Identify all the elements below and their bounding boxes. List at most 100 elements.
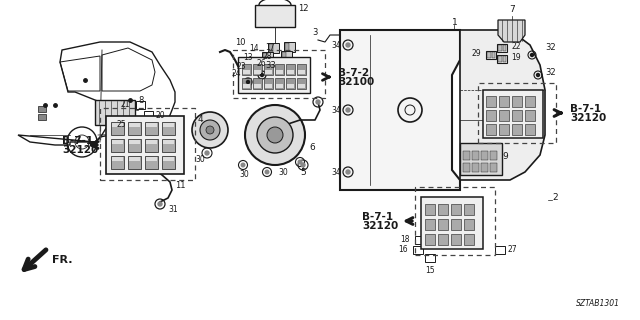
- Text: 32100: 32100: [338, 77, 374, 87]
- Polygon shape: [498, 20, 525, 42]
- Circle shape: [301, 163, 305, 167]
- Bar: [413, 246, 423, 254]
- Bar: [242, 78, 251, 89]
- Circle shape: [316, 100, 320, 104]
- Text: 26: 26: [257, 59, 266, 68]
- Circle shape: [346, 170, 350, 174]
- Bar: [486, 96, 496, 107]
- Bar: [425, 204, 435, 215]
- Bar: [498, 56, 502, 62]
- Bar: [490, 163, 497, 172]
- Bar: [111, 156, 124, 169]
- Bar: [525, 110, 535, 121]
- Bar: [481, 163, 488, 172]
- Text: 4: 4: [197, 115, 203, 124]
- Text: 32120: 32120: [570, 113, 606, 123]
- Bar: [275, 58, 285, 68]
- Bar: [255, 62, 260, 70]
- Circle shape: [246, 81, 250, 84]
- Text: 11: 11: [175, 180, 186, 189]
- Text: 30: 30: [239, 170, 249, 179]
- Bar: [112, 123, 123, 127]
- Bar: [495, 246, 505, 254]
- Bar: [265, 70, 272, 74]
- Text: 17: 17: [266, 43, 275, 52]
- Text: B-7-1: B-7-1: [62, 136, 93, 146]
- Bar: [145, 156, 158, 169]
- Bar: [163, 157, 174, 161]
- Bar: [451, 219, 461, 230]
- Bar: [415, 236, 425, 244]
- Text: 7: 7: [509, 5, 515, 14]
- Text: 16: 16: [398, 245, 408, 254]
- Bar: [253, 78, 262, 89]
- Bar: [275, 64, 284, 75]
- Bar: [111, 122, 124, 135]
- Bar: [262, 53, 267, 61]
- Text: 2: 2: [552, 193, 558, 202]
- Bar: [275, 78, 284, 89]
- Bar: [460, 143, 502, 175]
- Circle shape: [200, 120, 220, 140]
- Circle shape: [241, 163, 245, 167]
- Bar: [255, 5, 295, 27]
- Text: 25: 25: [116, 119, 126, 129]
- Bar: [486, 51, 496, 59]
- Bar: [286, 78, 295, 89]
- Bar: [472, 163, 479, 172]
- Text: B-7-1: B-7-1: [570, 104, 601, 114]
- Bar: [100, 108, 195, 180]
- Bar: [38, 106, 46, 112]
- Bar: [275, 59, 280, 67]
- Bar: [243, 84, 250, 88]
- Circle shape: [158, 202, 162, 206]
- Circle shape: [257, 117, 293, 153]
- Bar: [425, 234, 435, 245]
- Circle shape: [346, 108, 350, 112]
- Bar: [254, 84, 261, 88]
- Bar: [112, 140, 123, 144]
- Circle shape: [205, 151, 209, 155]
- Bar: [269, 44, 273, 52]
- Text: 30: 30: [278, 168, 288, 177]
- Bar: [287, 84, 294, 88]
- Bar: [478, 83, 556, 143]
- Circle shape: [245, 105, 305, 165]
- Text: 24: 24: [232, 68, 241, 77]
- Text: SZTAB1301: SZTAB1301: [576, 299, 620, 308]
- Bar: [143, 111, 152, 119]
- Bar: [276, 84, 283, 88]
- Bar: [481, 151, 488, 160]
- Circle shape: [536, 74, 540, 76]
- Bar: [492, 52, 495, 58]
- Bar: [490, 151, 497, 160]
- Bar: [268, 43, 278, 53]
- Bar: [128, 156, 141, 169]
- Bar: [146, 140, 157, 144]
- Text: 9: 9: [502, 152, 508, 161]
- Text: B-7-1: B-7-1: [362, 212, 393, 222]
- Text: 27: 27: [508, 245, 518, 254]
- Circle shape: [298, 160, 302, 164]
- Bar: [280, 51, 291, 61]
- Bar: [129, 123, 140, 127]
- Text: 12: 12: [298, 4, 308, 12]
- Text: 5: 5: [300, 168, 306, 177]
- Text: 23: 23: [236, 61, 246, 70]
- Bar: [297, 64, 306, 75]
- Bar: [525, 96, 535, 107]
- Text: 34: 34: [331, 106, 341, 115]
- Bar: [486, 110, 496, 121]
- Text: 22: 22: [511, 42, 520, 51]
- Text: 18: 18: [401, 236, 410, 244]
- Bar: [250, 69, 255, 77]
- Bar: [298, 84, 305, 88]
- Text: 13: 13: [243, 52, 253, 61]
- Text: 33: 33: [265, 61, 276, 70]
- Bar: [262, 52, 273, 62]
- Bar: [486, 124, 496, 135]
- Bar: [145, 139, 158, 152]
- Text: 32120: 32120: [62, 145, 99, 155]
- Bar: [238, 57, 310, 93]
- Polygon shape: [95, 100, 135, 125]
